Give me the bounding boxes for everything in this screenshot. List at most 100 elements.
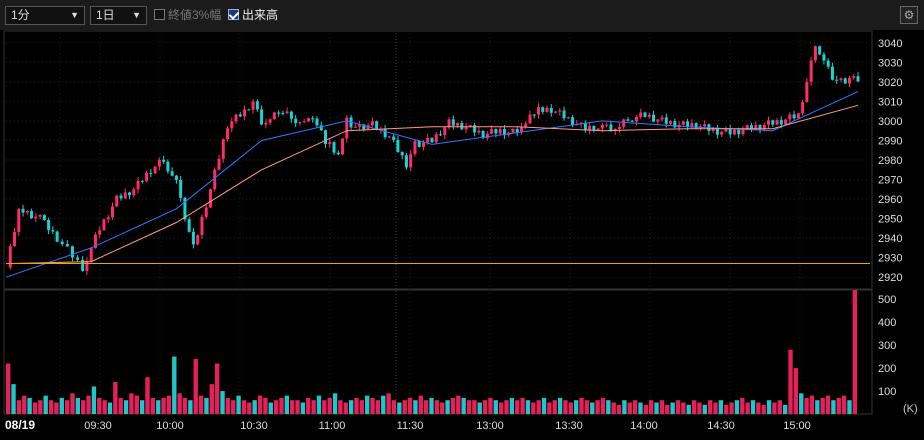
candle-body bbox=[762, 124, 766, 130]
candle-body bbox=[319, 125, 323, 131]
volume-bar bbox=[450, 397, 456, 414]
candle-body bbox=[554, 111, 558, 113]
volume-bar bbox=[236, 395, 241, 414]
candle-body bbox=[353, 126, 357, 128]
candle-body bbox=[285, 111, 289, 114]
volume-bar bbox=[257, 395, 263, 414]
volume-bar bbox=[568, 402, 573, 414]
limit-checkbox[interactable] bbox=[154, 9, 165, 20]
volume-checkbox[interactable] bbox=[228, 9, 239, 20]
candle-body bbox=[76, 257, 80, 260]
candle-body bbox=[792, 114, 796, 119]
volume-bar bbox=[799, 393, 804, 414]
volume-bar bbox=[102, 400, 107, 414]
candle-body bbox=[528, 114, 532, 124]
candle-body bbox=[830, 66, 834, 80]
volume-bar bbox=[107, 402, 113, 414]
candle-body bbox=[443, 127, 447, 136]
candle-body bbox=[609, 124, 613, 132]
candle-body bbox=[617, 126, 621, 129]
candle-body bbox=[70, 246, 74, 258]
candle-body bbox=[281, 112, 285, 114]
volume-bar bbox=[574, 400, 579, 414]
volume-bar bbox=[391, 400, 397, 414]
volume-bar bbox=[311, 400, 316, 414]
candle-body bbox=[196, 235, 200, 245]
candle-body bbox=[183, 197, 187, 220]
volume-bar bbox=[166, 395, 172, 414]
volume-bar bbox=[675, 400, 681, 414]
candle-body bbox=[703, 124, 707, 127]
volume-bar bbox=[145, 377, 150, 414]
candle-body bbox=[208, 189, 212, 208]
volume-bar bbox=[681, 402, 686, 414]
volume-bar bbox=[129, 393, 134, 414]
candle-body bbox=[341, 138, 345, 155]
volume-panel-frame bbox=[3, 289, 873, 415]
volume-bar bbox=[429, 397, 434, 414]
volume-bar bbox=[649, 400, 654, 414]
candle-body bbox=[664, 117, 668, 124]
candle-body bbox=[456, 123, 460, 126]
candle-body bbox=[473, 125, 477, 133]
price-tick-label: 2970 bbox=[878, 175, 902, 187]
time-tick-label: 14:30 bbox=[707, 420, 735, 432]
candle-body bbox=[93, 234, 97, 248]
candle-body bbox=[818, 46, 822, 55]
candle-body bbox=[515, 128, 519, 133]
candle-body bbox=[439, 134, 443, 136]
candle-body bbox=[404, 155, 408, 168]
candle-body bbox=[656, 119, 660, 122]
volume-bar bbox=[579, 397, 584, 414]
interval-select[interactable]: 1分 ▼ bbox=[5, 6, 85, 25]
price-tick-label: 2950 bbox=[878, 214, 902, 226]
price-tick-label: 3030 bbox=[878, 57, 902, 69]
volume-bar bbox=[616, 404, 622, 414]
candle-body bbox=[243, 109, 247, 117]
gear-icon[interactable]: ⚙ bbox=[900, 6, 918, 24]
volume-bar bbox=[718, 400, 724, 414]
volume-bar bbox=[734, 400, 740, 414]
volume-bar bbox=[488, 397, 493, 414]
candle-body bbox=[306, 118, 310, 122]
volume-bar bbox=[322, 400, 327, 414]
candle-body bbox=[170, 171, 174, 176]
candle-body bbox=[715, 128, 719, 135]
volume-bar bbox=[365, 395, 370, 414]
volume-bar bbox=[440, 402, 445, 414]
candle-body bbox=[366, 125, 370, 130]
candle-body bbox=[98, 230, 102, 235]
candle-body bbox=[230, 121, 234, 129]
volume-bar bbox=[541, 397, 547, 414]
candle-body bbox=[673, 121, 677, 128]
candle-body bbox=[579, 122, 583, 124]
ma_long-line bbox=[5, 104, 859, 265]
time-tick-label: 13:30 bbox=[555, 420, 583, 432]
price-candles bbox=[8, 45, 860, 275]
volume-bar bbox=[654, 402, 659, 414]
price-lines bbox=[5, 91, 870, 278]
period-select[interactable]: 1日 ▼ bbox=[90, 6, 147, 25]
price-tick-label: 3010 bbox=[878, 96, 902, 108]
price-tick-label: 2920 bbox=[878, 272, 902, 284]
volume-bar bbox=[815, 400, 820, 414]
candle-body bbox=[434, 134, 438, 143]
volume-bar bbox=[279, 397, 284, 414]
volume-bar bbox=[632, 400, 638, 414]
candle-body bbox=[289, 111, 293, 119]
volume-bar bbox=[182, 397, 188, 414]
candle-body bbox=[686, 121, 690, 127]
interval-select-value: 1分 bbox=[11, 8, 30, 22]
volume-bar bbox=[370, 397, 375, 414]
candle-body bbox=[191, 231, 195, 245]
volume-bar bbox=[456, 395, 461, 414]
volume-bar bbox=[161, 397, 166, 414]
candle-body bbox=[294, 118, 298, 124]
volume-tick-label: 300 bbox=[878, 340, 896, 352]
volume-bar bbox=[70, 393, 75, 414]
candle-body bbox=[728, 128, 732, 135]
candle-body bbox=[801, 101, 805, 114]
time-axis: 09:30 10:00 10:30 11:00 11:30 13:00 13:30 14:00… bbox=[84, 420, 811, 432]
volume-bar bbox=[509, 397, 515, 414]
volume-bar bbox=[482, 400, 488, 414]
